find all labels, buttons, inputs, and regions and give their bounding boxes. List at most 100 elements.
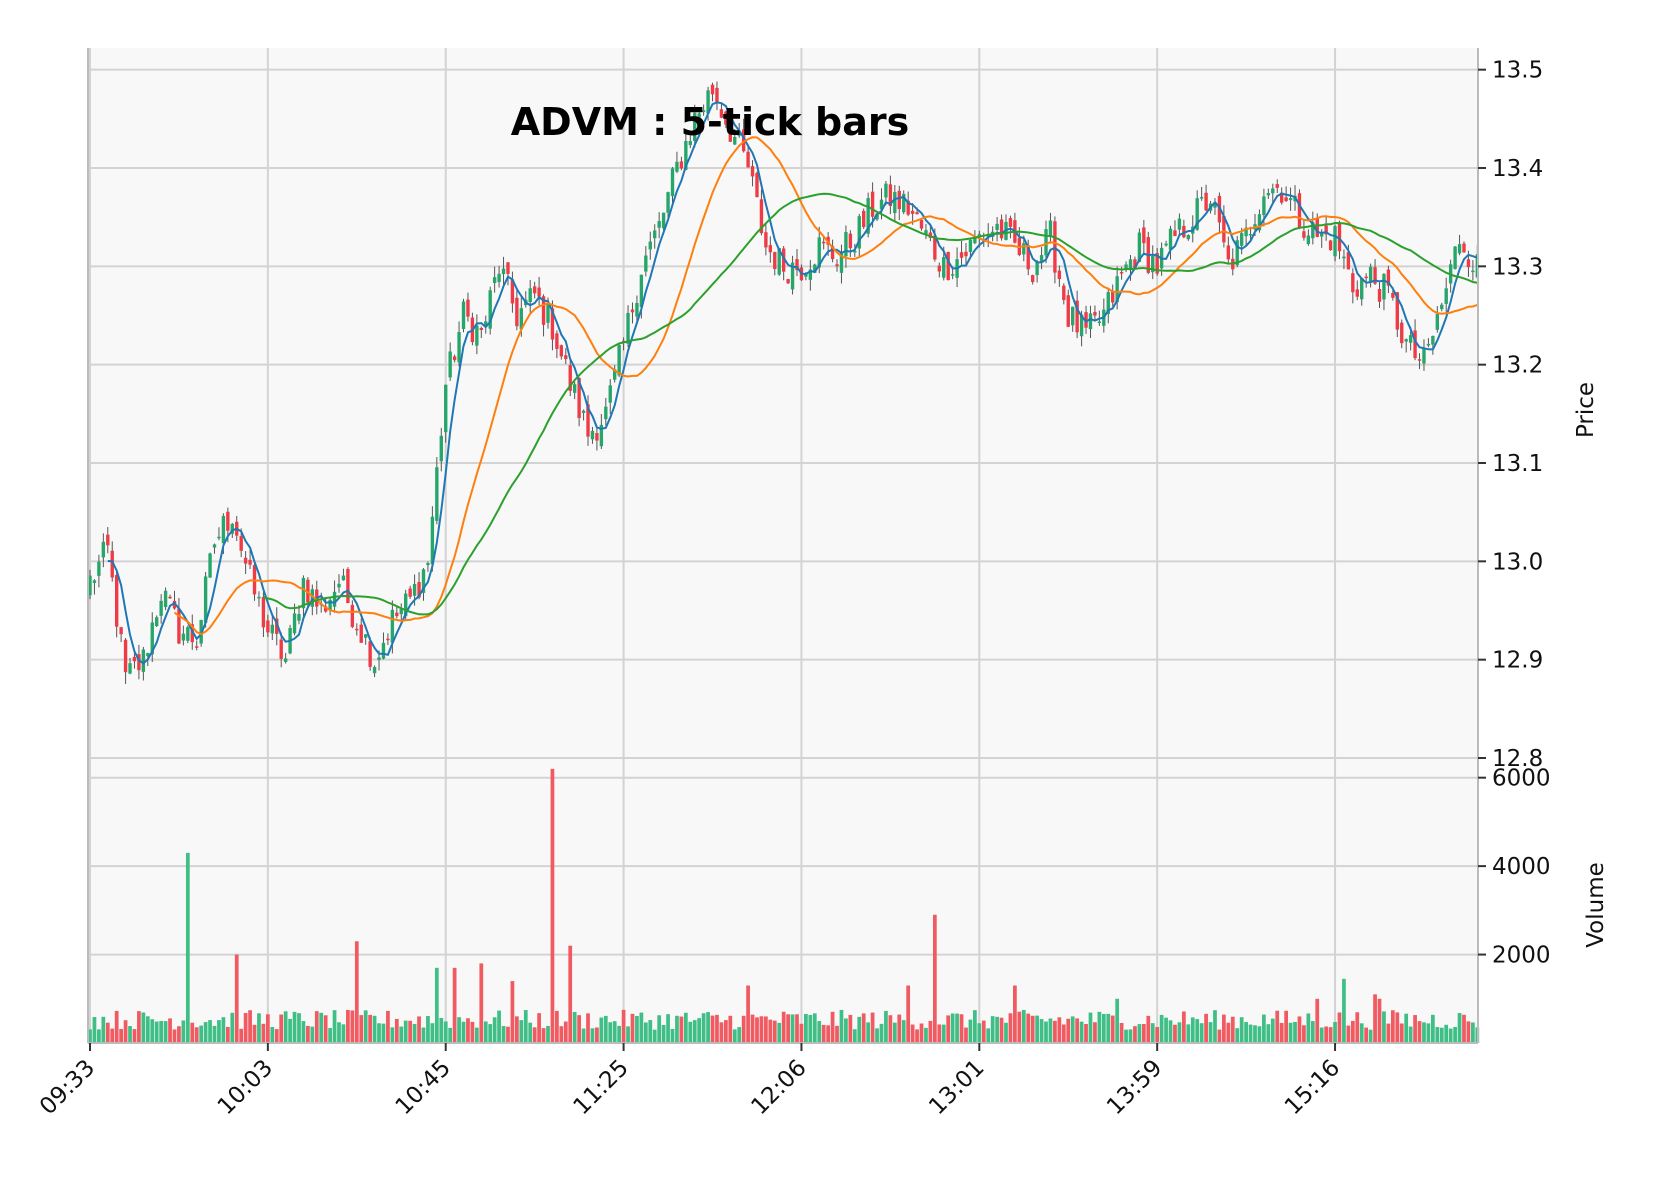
volume-bar bbox=[1413, 1015, 1417, 1043]
candle-body bbox=[1199, 197, 1204, 199]
volume-bar bbox=[461, 1021, 466, 1043]
candle-body bbox=[1062, 285, 1066, 301]
volume-panel-background bbox=[88, 760, 1478, 1043]
candle-body bbox=[377, 657, 381, 660]
volume-bar bbox=[986, 1028, 991, 1043]
volume-bar bbox=[381, 1023, 386, 1043]
candle-body bbox=[381, 642, 386, 659]
candle-body bbox=[1417, 359, 1422, 361]
chart-title: ADVM : 5-tick bars bbox=[511, 100, 909, 144]
candle-body bbox=[568, 365, 572, 391]
volume-bar bbox=[946, 1015, 951, 1043]
volume-bar bbox=[492, 1017, 497, 1043]
candle-body bbox=[395, 612, 399, 617]
volume-bar bbox=[1124, 1029, 1128, 1043]
volume-bar bbox=[1173, 1024, 1177, 1043]
candle-body bbox=[1222, 215, 1226, 243]
volume-bar bbox=[319, 1012, 324, 1043]
candle-body bbox=[1288, 198, 1293, 201]
volume-bar bbox=[1346, 1025, 1351, 1043]
volume-bar bbox=[928, 1020, 933, 1043]
volume-bar bbox=[1382, 1011, 1386, 1043]
volume-bar bbox=[888, 1015, 893, 1043]
volume-bar bbox=[1133, 1026, 1137, 1043]
volume-bar bbox=[306, 1025, 310, 1043]
volume-bar bbox=[270, 1027, 275, 1043]
candle-body bbox=[337, 583, 341, 588]
candle-body bbox=[590, 430, 595, 440]
candle-body bbox=[1075, 300, 1079, 333]
volume-bar bbox=[141, 1012, 146, 1043]
candle-body bbox=[1408, 335, 1413, 343]
candle-body bbox=[1030, 275, 1035, 283]
candle-body bbox=[190, 624, 194, 643]
candle-body bbox=[141, 649, 146, 672]
candle-body bbox=[1084, 312, 1088, 328]
volume-bar bbox=[639, 1012, 644, 1043]
volume-bar bbox=[403, 1020, 408, 1043]
volume-bar bbox=[1048, 1018, 1053, 1043]
volume-bar bbox=[1408, 1026, 1413, 1043]
time-tick-label: 09:33 bbox=[35, 1055, 100, 1120]
candle-body bbox=[226, 511, 230, 531]
candle-body bbox=[1128, 259, 1133, 271]
candle-body bbox=[1386, 269, 1391, 286]
volume-bar bbox=[359, 1015, 364, 1043]
candle-body bbox=[479, 327, 483, 331]
candle-body bbox=[1057, 270, 1062, 280]
volume-bar bbox=[1364, 1027, 1369, 1043]
volume-bar bbox=[1399, 1023, 1404, 1043]
volume-bar bbox=[755, 1017, 759, 1043]
volume-bar bbox=[1106, 1013, 1111, 1043]
volume-bar bbox=[826, 1025, 830, 1043]
candle-body bbox=[1368, 266, 1373, 282]
volume-tick-label: 6000 bbox=[1492, 766, 1551, 792]
volume-bar bbox=[1444, 1024, 1449, 1043]
candle-body bbox=[844, 232, 848, 257]
volume-bar bbox=[154, 1021, 159, 1043]
candle-body bbox=[675, 161, 679, 172]
candle-body bbox=[870, 191, 875, 217]
volume-bar bbox=[563, 1021, 568, 1043]
volume-bar bbox=[523, 1010, 528, 1043]
volume-bar bbox=[194, 1027, 199, 1043]
candle-body bbox=[906, 200, 910, 215]
volume-bar bbox=[1297, 1016, 1302, 1043]
candle-body bbox=[1026, 245, 1030, 270]
volume-bar bbox=[150, 1019, 155, 1043]
moving-average-line bbox=[107, 101, 1478, 665]
candle-body bbox=[1302, 231, 1306, 238]
volume-bar bbox=[1208, 1022, 1213, 1043]
candle-body bbox=[848, 233, 853, 249]
candle-body bbox=[283, 658, 288, 662]
candle-body bbox=[457, 332, 461, 363]
volume-bar bbox=[1293, 1021, 1297, 1043]
candle-body bbox=[208, 553, 212, 578]
candle-body bbox=[688, 141, 692, 146]
volume-bar bbox=[959, 1014, 964, 1043]
volume-bar bbox=[541, 1028, 546, 1043]
volume-bar bbox=[621, 1009, 626, 1043]
volume-bar bbox=[1026, 1013, 1031, 1043]
candle-body bbox=[1022, 243, 1026, 255]
volume-bar bbox=[1404, 1013, 1409, 1043]
volume-bar bbox=[781, 1011, 786, 1043]
candle-body bbox=[1155, 252, 1159, 274]
volume-bar bbox=[1266, 1024, 1271, 1043]
candle-body bbox=[893, 191, 897, 214]
candle-body bbox=[350, 604, 355, 627]
candle-body bbox=[195, 646, 199, 648]
volume-bar bbox=[1017, 1011, 1022, 1043]
volume-bar bbox=[297, 1013, 301, 1043]
candle-body bbox=[528, 288, 532, 302]
volume-bar bbox=[1222, 1014, 1226, 1043]
candle-body bbox=[701, 110, 706, 113]
volume-bar bbox=[941, 1024, 946, 1043]
volume-bar bbox=[368, 1014, 373, 1043]
candle-body bbox=[515, 297, 519, 327]
candle-body bbox=[817, 237, 821, 268]
volume-bar bbox=[772, 1020, 777, 1043]
volume-bar bbox=[332, 1010, 337, 1043]
candle-body bbox=[519, 308, 524, 330]
volume-bar bbox=[679, 1016, 684, 1043]
